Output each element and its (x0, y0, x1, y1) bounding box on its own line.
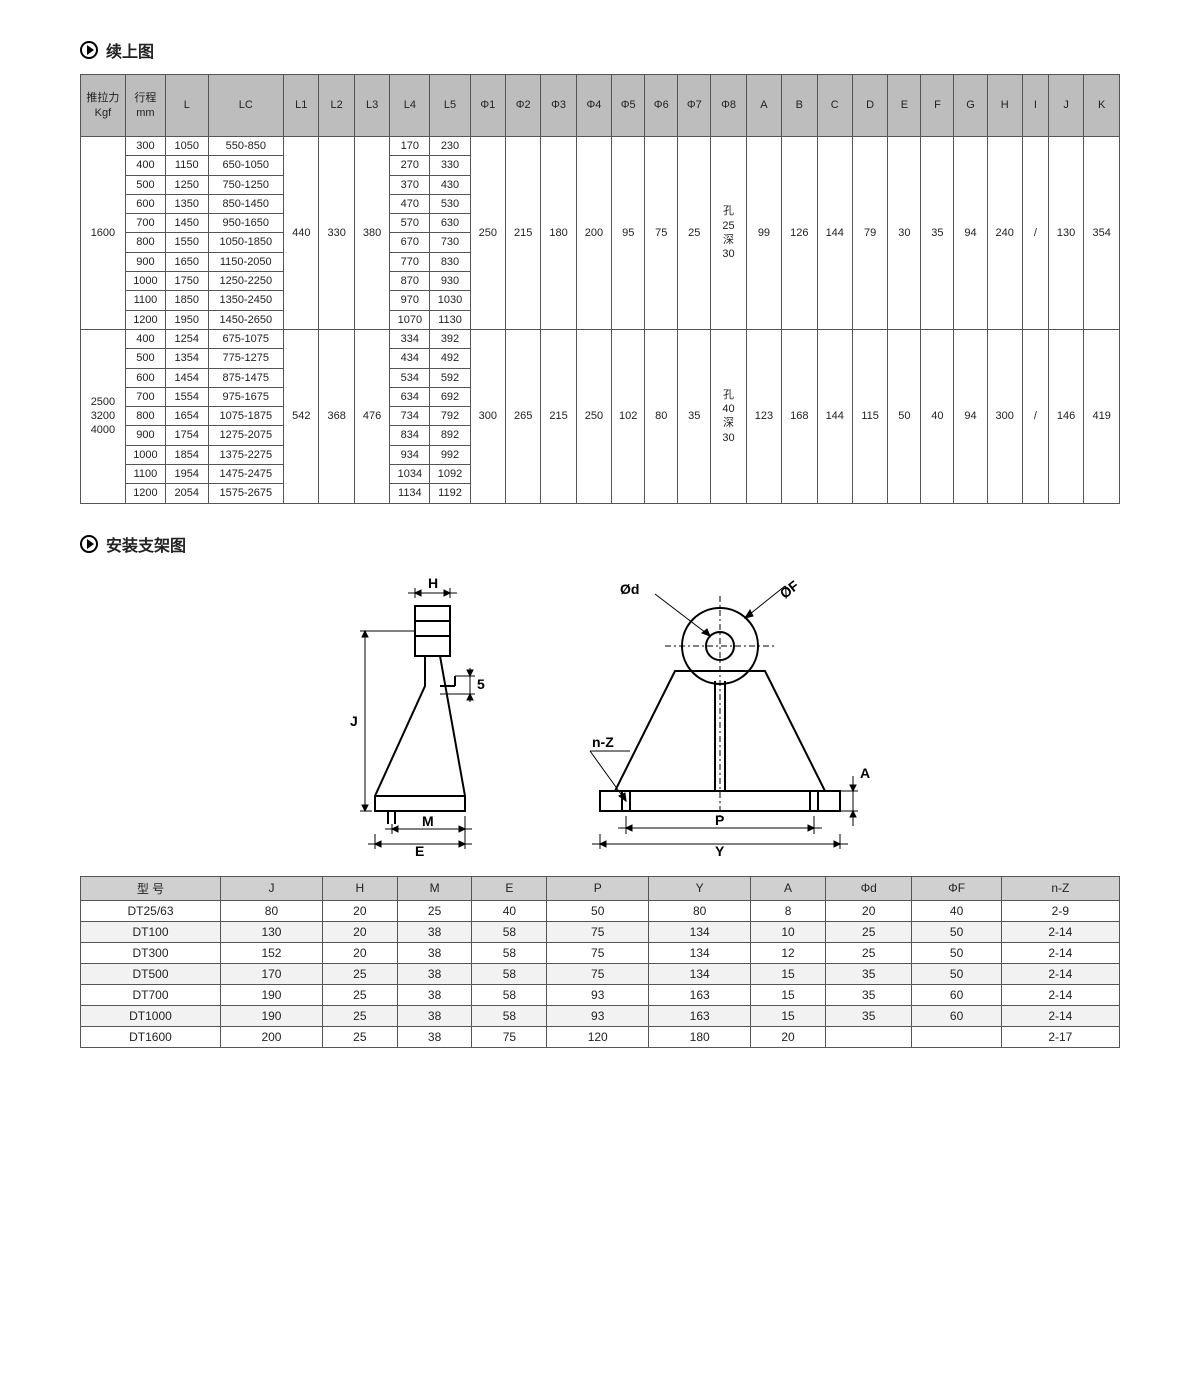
label-Y: Y (715, 843, 725, 856)
section-title-2: 安装支架图 (106, 532, 186, 556)
bracket-col-header: 型 号 (81, 876, 221, 900)
bracket-col-header: Φd (825, 876, 912, 900)
spec-col-header: B (782, 75, 817, 137)
spec-col-header: D (852, 75, 887, 137)
spec-col-header: Φ7 (678, 75, 711, 137)
label-J: J (350, 713, 358, 729)
spec-col-header: E (888, 75, 921, 137)
spec-table: 推拉力 Kgf行程 mmLLCL1L2L3L4L5Φ1Φ2Φ3Φ4Φ5Φ6Φ7Φ… (80, 74, 1120, 504)
bracket-row: DT100130203858751341025502-14 (81, 921, 1120, 942)
label-oF: ØF (777, 576, 803, 601)
bracket-col-header: E (472, 876, 547, 900)
bracket-col-header: P (547, 876, 649, 900)
spec-row: 16003001050550-8504403303801702302502151… (81, 137, 1120, 156)
spec-col-header: L4 (390, 75, 430, 137)
spec-col-header: I (1022, 75, 1048, 137)
spec-col-header: G (954, 75, 987, 137)
bracket-col-header: ΦF (912, 876, 1001, 900)
spec-col-header: C (817, 75, 852, 137)
spec-col-header: Φ1 (470, 75, 505, 137)
spec-col-header: H (987, 75, 1022, 137)
bracket-row: DT1000190253858931631535602-14 (81, 1005, 1120, 1026)
spec-col-header: Φ2 (505, 75, 540, 137)
spec-col-header: J (1048, 75, 1083, 137)
section-header-1: 续上图 (80, 38, 1120, 62)
bracket-col-header: n-Z (1001, 876, 1119, 900)
bracket-row: DT300152203858751341225502-14 (81, 942, 1120, 963)
bracket-col-header: H (322, 876, 397, 900)
section-title-1: 续上图 (106, 38, 154, 62)
bullet-icon (80, 41, 98, 59)
diagram-area: H 5 J M E (80, 576, 1120, 856)
spec-col-header: Φ3 (541, 75, 576, 137)
spec-col-header: L2 (319, 75, 354, 137)
bracket-col-header: Y (649, 876, 751, 900)
bracket-col-header: A (751, 876, 826, 900)
spec-col-header: L (166, 75, 209, 137)
spec-row: 2500 3200 40004001254675-107554236847633… (81, 329, 1120, 348)
spec-table-body: 16003001050550-8504403303801702302502151… (81, 137, 1120, 504)
spec-col-header: A (746, 75, 781, 137)
spec-col-header: Φ8 (711, 75, 746, 137)
spec-col-header: L5 (430, 75, 470, 137)
label-H: H (428, 576, 438, 591)
spec-col-header: 行程 mm (125, 75, 165, 137)
spec-col-header: L1 (284, 75, 319, 137)
bracket-row: DT1600200253875120180202-17 (81, 1026, 1120, 1047)
label-5: 5 (477, 676, 485, 692)
section-header-2: 安装支架图 (80, 532, 1120, 556)
bracket-table: 型 号JHMEPYAΦdΦFn-Z DT25/63802025405080820… (80, 876, 1120, 1048)
label-nZ: n-Z (592, 734, 614, 750)
label-P: P (715, 812, 724, 828)
spec-col-header: 推拉力 Kgf (81, 75, 126, 137)
spec-col-header: Φ4 (576, 75, 611, 137)
bracket-front-diagram: Ød ØF n-Z A P (560, 576, 880, 856)
spec-col-header: Φ5 (612, 75, 645, 137)
bullet-icon (80, 535, 98, 553)
label-E: E (415, 843, 424, 856)
label-A: A (860, 765, 870, 781)
spec-col-header: K (1084, 75, 1120, 137)
spec-col-header: L3 (354, 75, 389, 137)
spec-table-head: 推拉力 Kgf行程 mmLLCL1L2L3L4L5Φ1Φ2Φ3Φ4Φ5Φ6Φ7Φ… (81, 75, 1120, 137)
bracket-row: DT25/63802025405080820402-9 (81, 900, 1120, 921)
label-od: Ød (620, 581, 639, 597)
spec-col-header: Φ6 (645, 75, 678, 137)
bracket-side-diagram: H 5 J M E (320, 576, 520, 856)
bracket-row: DT700190253858931631535602-14 (81, 984, 1120, 1005)
bracket-col-header: J (221, 876, 323, 900)
bracket-col-header: M (397, 876, 472, 900)
spec-col-header: LC (208, 75, 284, 137)
bracket-row: DT500170253858751341535502-14 (81, 963, 1120, 984)
label-M: M (422, 813, 434, 829)
spec-col-header: F (921, 75, 954, 137)
